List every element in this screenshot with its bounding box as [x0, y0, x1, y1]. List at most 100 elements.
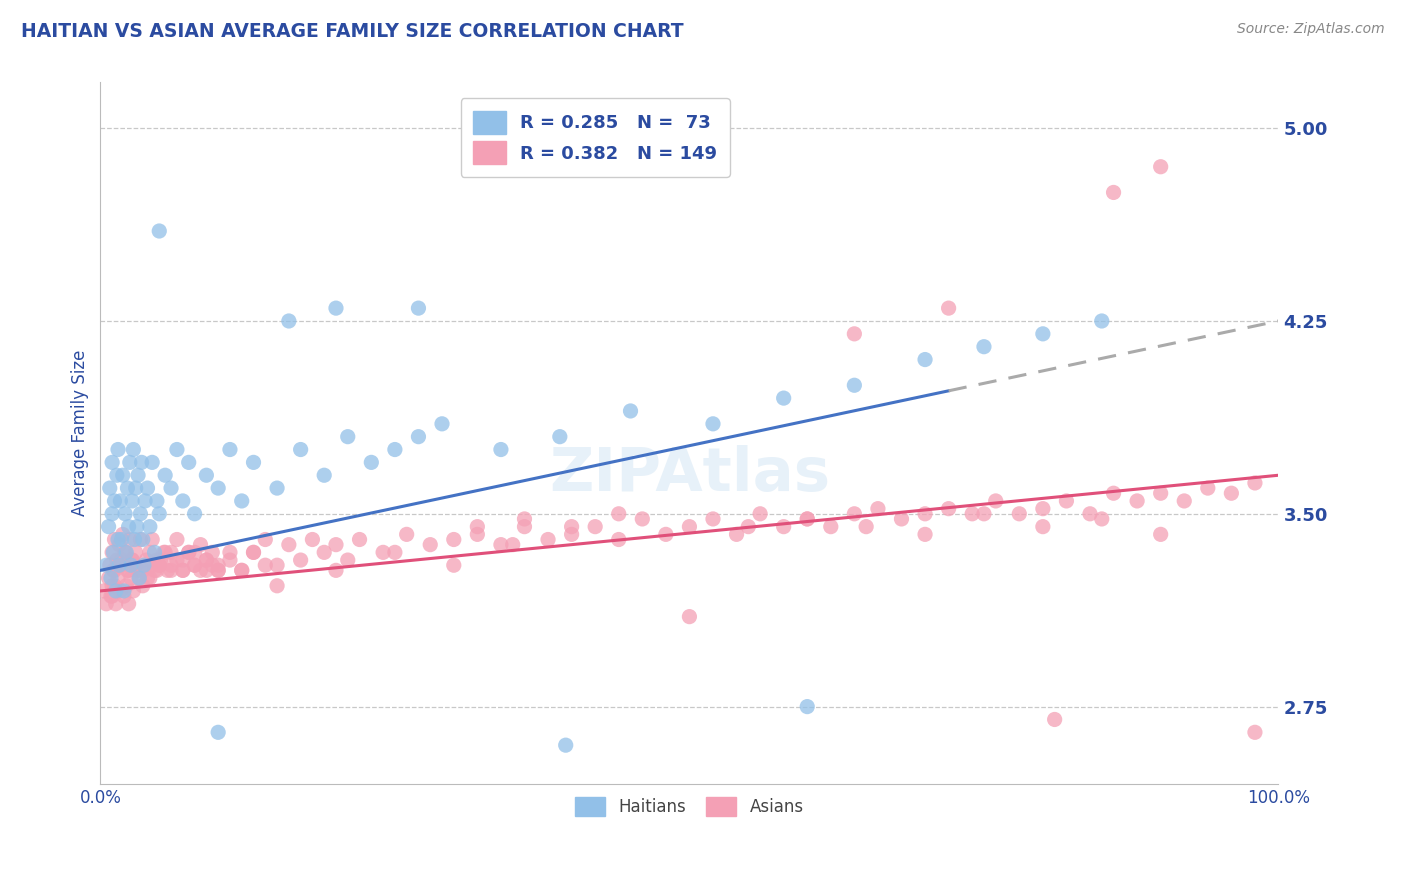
- Point: [772, 391, 794, 405]
- Point: [678, 519, 700, 533]
- Point: [117, 481, 139, 495]
- Point: [104, 597, 127, 611]
- Point: [134, 494, 156, 508]
- Point: [844, 507, 866, 521]
- Point: [146, 563, 169, 577]
- Point: [103, 563, 125, 577]
- Point: [125, 558, 148, 573]
- Point: [112, 589, 135, 603]
- Point: [160, 545, 183, 559]
- Point: [938, 301, 960, 315]
- Point: [129, 507, 152, 521]
- Point: [115, 579, 138, 593]
- Point: [139, 545, 162, 559]
- Point: [583, 519, 606, 533]
- Point: [118, 455, 141, 469]
- Point: [110, 533, 132, 547]
- Point: [254, 558, 277, 573]
- Point: [105, 553, 128, 567]
- Point: [844, 326, 866, 341]
- Point: [96, 558, 118, 573]
- Point: [678, 609, 700, 624]
- Point: [266, 579, 288, 593]
- Point: [127, 563, 149, 577]
- Point: [960, 507, 983, 521]
- Point: [231, 494, 253, 508]
- Point: [115, 545, 138, 559]
- Point: [195, 563, 218, 577]
- Point: [430, 417, 453, 431]
- Point: [153, 468, 176, 483]
- Point: [177, 455, 200, 469]
- Point: [914, 507, 936, 521]
- Point: [207, 563, 229, 577]
- Point: [702, 512, 724, 526]
- Point: [772, 519, 794, 533]
- Point: [160, 558, 183, 573]
- Point: [1091, 314, 1114, 328]
- Point: [1032, 519, 1054, 533]
- Point: [132, 579, 155, 593]
- Point: [219, 442, 242, 457]
- Point: [314, 545, 336, 559]
- Point: [110, 553, 132, 567]
- Point: [96, 597, 118, 611]
- Point: [146, 494, 169, 508]
- Point: [219, 553, 242, 567]
- Point: [128, 571, 150, 585]
- Point: [128, 571, 150, 585]
- Point: [104, 583, 127, 598]
- Point: [121, 553, 143, 567]
- Point: [201, 558, 224, 573]
- Point: [101, 455, 124, 469]
- Point: [554, 738, 576, 752]
- Point: [166, 442, 188, 457]
- Point: [101, 545, 124, 559]
- Point: [914, 352, 936, 367]
- Point: [207, 558, 229, 573]
- Point: [561, 519, 583, 533]
- Point: [796, 699, 818, 714]
- Point: [502, 538, 524, 552]
- Point: [136, 571, 159, 585]
- Point: [120, 571, 142, 585]
- Point: [561, 527, 583, 541]
- Point: [142, 558, 165, 573]
- Point: [242, 545, 264, 559]
- Point: [107, 442, 129, 457]
- Point: [107, 533, 129, 547]
- Point: [254, 533, 277, 547]
- Point: [277, 538, 299, 552]
- Point: [143, 563, 166, 577]
- Point: [148, 224, 170, 238]
- Point: [866, 501, 889, 516]
- Point: [103, 494, 125, 508]
- Point: [160, 563, 183, 577]
- Point: [973, 340, 995, 354]
- Point: [148, 558, 170, 573]
- Point: [117, 563, 139, 577]
- Point: [325, 301, 347, 315]
- Point: [207, 563, 229, 577]
- Point: [98, 481, 121, 495]
- Point: [110, 558, 132, 573]
- Point: [548, 430, 571, 444]
- Point: [489, 538, 512, 552]
- Point: [513, 519, 536, 533]
- Point: [143, 545, 166, 559]
- Point: [395, 527, 418, 541]
- Point: [467, 527, 489, 541]
- Point: [855, 519, 877, 533]
- Point: [121, 494, 143, 508]
- Point: [938, 501, 960, 516]
- Point: [108, 558, 131, 573]
- Point: [172, 563, 194, 577]
- Text: Source: ZipAtlas.com: Source: ZipAtlas.com: [1237, 22, 1385, 37]
- Point: [325, 538, 347, 552]
- Point: [1150, 486, 1173, 500]
- Point: [844, 378, 866, 392]
- Point: [98, 558, 121, 573]
- Point: [131, 455, 153, 469]
- Point: [148, 558, 170, 573]
- Point: [121, 553, 143, 567]
